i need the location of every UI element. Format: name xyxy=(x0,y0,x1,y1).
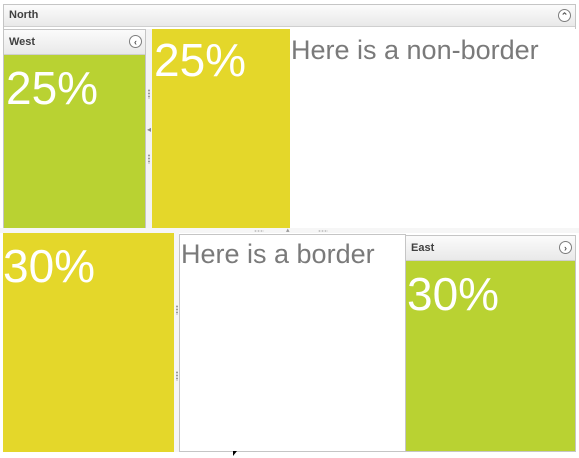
top-center-yellow: 25% xyxy=(152,29,290,228)
top-center-white: Here is a non-border xyxy=(290,29,576,228)
north-splitter[interactable]: ▴ xyxy=(0,227,579,234)
north-title: North xyxy=(9,9,39,21)
west-panel: West ‹ 25% xyxy=(4,29,146,228)
collapse-arrow-icon[interactable]: ◂ xyxy=(147,125,152,134)
west-header: West ‹ xyxy=(4,30,145,55)
east-body: 30% xyxy=(406,261,575,451)
north-header: North ⌃ xyxy=(4,5,575,27)
chevron-up-icon[interactable]: ⌃ xyxy=(558,9,571,22)
west-title: West xyxy=(9,36,36,48)
bottom-splitter[interactable] xyxy=(174,233,179,452)
west-splitter[interactable]: ◂ xyxy=(146,29,152,228)
top-center-text: Here is a non-border xyxy=(291,35,539,65)
chevron-left-icon[interactable]: ‹ xyxy=(129,35,142,48)
west-body: 25% xyxy=(4,55,145,228)
bottom-left-percent: 30% xyxy=(3,240,96,292)
east-header: East › xyxy=(406,236,575,261)
east-title: East xyxy=(411,242,435,254)
bottom-center-panel: Here is a border xyxy=(179,234,406,452)
bottom-center-text: Here is a border xyxy=(181,239,375,269)
bottom-left-panel: 30% xyxy=(3,233,174,452)
east-percent: 30% xyxy=(407,268,500,320)
west-percent: 25% xyxy=(6,62,99,114)
collapse-up-icon[interactable]: ▴ xyxy=(286,227,290,234)
north-panel: North ⌃ West ‹ 25% ◂ 25% Here is a non-b… xyxy=(3,4,576,228)
east-panel: East › 30% xyxy=(405,235,576,452)
mouse-cursor-icon xyxy=(233,451,237,456)
chevron-right-icon[interactable]: › xyxy=(559,241,572,254)
top-center-percent: 25% xyxy=(154,34,247,86)
